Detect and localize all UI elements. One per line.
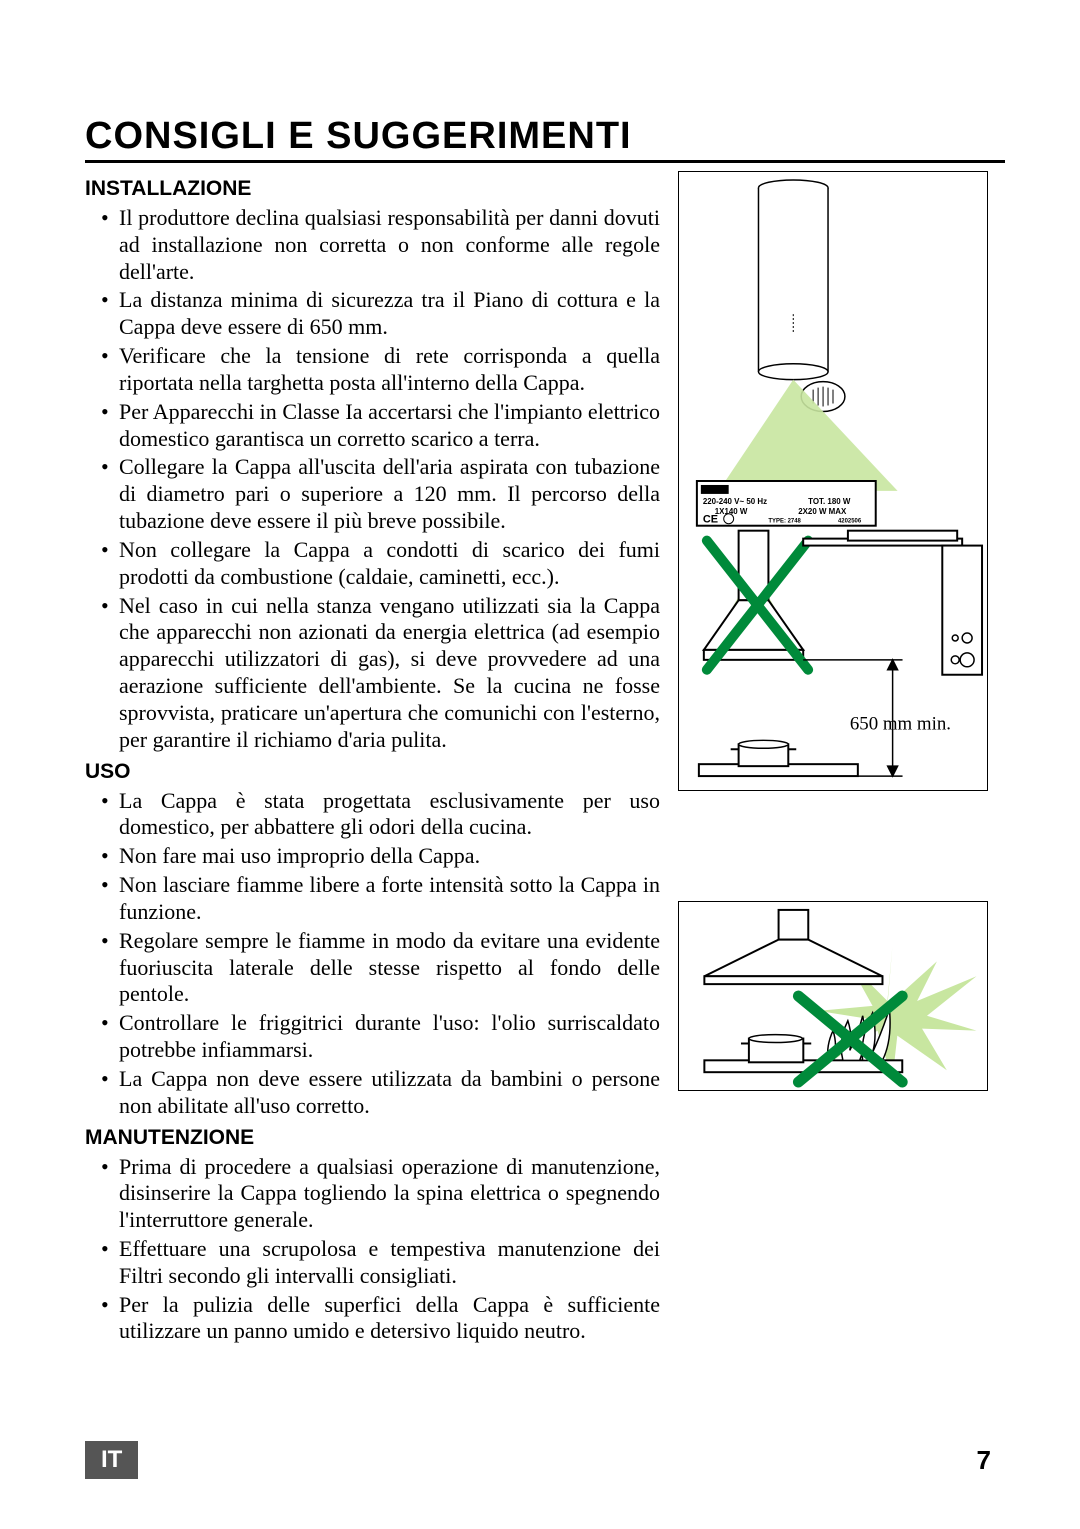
section-maint-title: MANUTENZIONE (85, 1126, 660, 1150)
rating-plate-icon: MOD 220-240 V~ 50 Hz TOT. 180 W 1X140 W … (697, 481, 876, 526)
chimney-cylinder-icon (758, 180, 844, 411)
list-item: La Cappa non deve essere utilizzata da b… (101, 1066, 660, 1120)
list-item: Non collegare la Cappa a condotti di sca… (101, 537, 660, 591)
list-item: Il produttore declina qualsiasi responsa… (101, 205, 660, 285)
text-column: INSTALLAZIONE Il produttore declina qual… (85, 171, 660, 1347)
use-list: La Cappa è stata progettata esclusivamen… (85, 788, 660, 1120)
list-item: Effettuare una scrupolosa e tempestiva m… (101, 1236, 660, 1290)
list-item: La Cappa è stata progettata esclusivamen… (101, 788, 660, 842)
page-title: CONSIGLI E SUGGERIMENTI (85, 115, 1005, 163)
list-item: Per la pulizia delle superfici della Cap… (101, 1292, 660, 1346)
list-item: Prima di procedere a qualsiasi operazion… (101, 1154, 660, 1234)
diagram-flame-warning (678, 901, 988, 1091)
svg-text:220-240 V~ 50 Hz: 220-240 V~ 50 Hz (703, 497, 767, 506)
image-column: MOD 220-240 V~ 50 Hz TOT. 180 W 1X140 W … (678, 171, 988, 1347)
dimension-label: 650 mm min. (850, 713, 951, 734)
list-item: Nel caso in cui nella stanza vengano uti… (101, 593, 660, 754)
svg-text:2X20 W MAX: 2X20 W MAX (798, 507, 847, 516)
maint-list: Prima di procedere a qualsiasi operazion… (85, 1154, 660, 1346)
hood-stove-scene: 650 mm min. (699, 531, 982, 776)
list-item: Controllare le friggitrici durante l'uso… (101, 1010, 660, 1064)
footer-language-badge: IT (85, 1441, 138, 1479)
list-item: Collegare la Cappa all'uscita dell'aria … (101, 454, 660, 534)
footer-page-number: 7 (963, 1440, 1005, 1481)
svg-text:CE: CE (703, 514, 718, 526)
page-footer: IT 7 (85, 1441, 1005, 1479)
section-install-title: INSTALLAZIONE (85, 177, 660, 201)
list-item: La distanza minima di sicurezza tra il P… (101, 287, 660, 341)
list-item: Verificare che la tensione di rete corri… (101, 343, 660, 397)
list-item: Non fare mai uso improprio della Cappa. (101, 843, 660, 870)
svg-text:4202506: 4202506 (838, 519, 862, 525)
svg-text:TOT. 180 W: TOT. 180 W (808, 497, 851, 506)
list-item: Regolare sempre le fiamme in modo da evi… (101, 928, 660, 1008)
list-item: Non lasciare fiamme libere a forte inten… (101, 872, 660, 926)
light-cone-icon (719, 380, 898, 491)
list-item: Per Apparecchi in Classe Ia accertarsi c… (101, 399, 660, 453)
diagram-installation: MOD 220-240 V~ 50 Hz TOT. 180 W 1X140 W … (678, 171, 988, 791)
section-use-title: USO (85, 760, 660, 784)
install-list: Il produttore declina qualsiasi responsa… (85, 205, 660, 754)
svg-text:MOD: MOD (703, 487, 719, 494)
svg-text:TYPE: 2748: TYPE: 2748 (768, 519, 801, 525)
